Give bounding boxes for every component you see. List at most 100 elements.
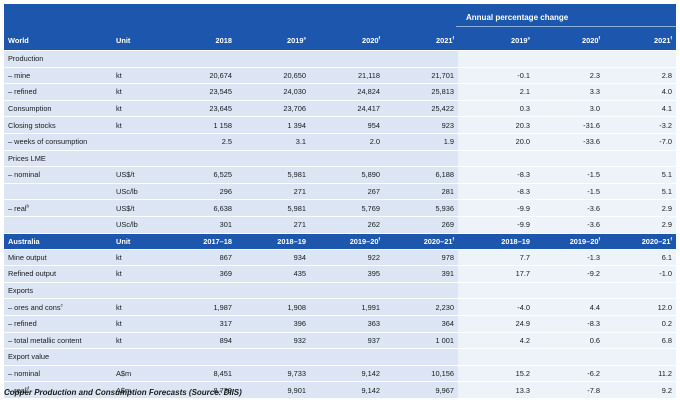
empty-cell (160, 50, 236, 68)
value-cell: 23,706 (236, 100, 310, 118)
table-row: Consumption kt 23,645 23,706 24,417 25,422 0.3… (4, 100, 676, 118)
change-cell: 20.0 (458, 133, 534, 151)
value-cell: 6,525 (160, 166, 236, 184)
empty-cell (458, 50, 534, 68)
table-row: Closing stocks kt 1 158 1 394 954 923 20.3 -31.… (4, 116, 676, 134)
value-cell: 1,991 (310, 298, 384, 316)
unit-cell: USc/lb (104, 183, 160, 201)
empty-cell (160, 150, 236, 168)
change-cell: -4.0 (458, 298, 534, 316)
change-cell: -33.6 (534, 133, 604, 151)
empty-cell (458, 282, 534, 300)
row-label: – realb (4, 199, 104, 217)
unit-header: Unit (104, 31, 160, 51)
unit-cell: US$/t (104, 199, 160, 217)
row-label: – refined (4, 83, 104, 101)
empty-cell (534, 348, 604, 366)
change-cell: 5.1 (604, 166, 676, 184)
footnote-mark: f (670, 35, 672, 41)
table-row: – refined kt 317 396 363 364 24.9 -8.3 0.2 (4, 315, 676, 333)
footnote-mark: b (26, 203, 30, 209)
change-cell: -6.2 (534, 365, 604, 383)
value-cell: 1.9 (384, 133, 458, 151)
year-header: 2018 (160, 31, 236, 51)
change-cell: 7.7 (458, 249, 534, 267)
value-cell: 1,987 (160, 298, 236, 316)
row-label: – reald (4, 381, 104, 399)
change-cell: -31.6 (534, 116, 604, 134)
change-cell: 20.3 (458, 116, 534, 134)
table-row: – nominal A$m 8,451 9,733 9,142 10,156 15.2 -6.… (4, 365, 676, 383)
section-row: Exports (4, 282, 676, 300)
value-cell: 9,142 (310, 381, 384, 399)
value-cell: 23,545 (160, 83, 236, 101)
table-row: USc/lb 301 271 262 269 -9.9 -3.6 2.9 (4, 216, 676, 234)
value-cell: 21,701 (384, 67, 458, 85)
value-cell: 364 (384, 315, 458, 333)
change-cell: 2.9 (604, 216, 676, 234)
value-cell: 937 (310, 332, 384, 350)
row-label: – nominal (4, 166, 104, 184)
value-cell: 24,030 (236, 83, 310, 101)
row-label: Refined output (4, 265, 104, 283)
value-cell: 267 (310, 183, 384, 201)
value-cell: 5,769 (310, 199, 384, 217)
unit-cell: A$m (104, 381, 160, 399)
table-row: – realb US$/t 6,638 5,981 5,769 5,936 -9.9 -3.6… (4, 199, 676, 217)
year-header: 2017–18 (160, 233, 236, 250)
empty-cell (310, 348, 384, 366)
annual-change-heading: Annual percentage change (466, 13, 569, 22)
row-label: – mine (4, 67, 104, 85)
change-cell: 4.2 (458, 332, 534, 350)
empty-cell (534, 282, 604, 300)
year-header: 2020–21f (384, 233, 458, 250)
year-header: 2019s (236, 31, 310, 51)
value-cell: 1 158 (160, 116, 236, 134)
empty-cell (534, 150, 604, 168)
footnote-mark: f (670, 236, 672, 242)
change-cell: 15.2 (458, 365, 534, 383)
world-header-row: World Unit 2018 2019s 2020f 2021f 2019s 2020f 20… (4, 31, 676, 51)
heading-rule (456, 26, 676, 27)
data-table-figure: Annual percentage change World Unit 2018 20… (4, 4, 676, 399)
change-cell: -3.6 (534, 216, 604, 234)
empty-cell (384, 348, 458, 366)
footnote-mark: f (378, 35, 380, 41)
change-cell: -8.3 (458, 183, 534, 201)
value-cell: 435 (236, 265, 310, 283)
change-cell: 4.1 (604, 100, 676, 118)
value-cell: 1 001 (384, 332, 458, 350)
change-year-header: 2019–20f (534, 233, 604, 250)
year-header: 2018–19 (236, 233, 310, 250)
empty-cell (104, 150, 160, 168)
unit-header: Unit (104, 233, 160, 250)
change-cell: 13.3 (458, 381, 534, 399)
empty-cell (384, 50, 458, 68)
empty-cell (310, 50, 384, 68)
empty-cell (104, 50, 160, 68)
value-cell: 10,156 (384, 365, 458, 383)
section-label: Prices LME (4, 150, 104, 168)
unit-cell: kt (104, 315, 160, 333)
empty-cell (604, 50, 676, 68)
empty-cell (310, 150, 384, 168)
change-cell: -7.8 (534, 381, 604, 399)
unit-cell: USc/lb (104, 216, 160, 234)
table-row: Mine output kt 867 934 922 978 7.7 -1.3 6.1 (4, 249, 676, 267)
value-cell: 2,230 (384, 298, 458, 316)
empty-cell (534, 50, 604, 68)
unit-cell: kt (104, 298, 160, 316)
empty-cell (236, 50, 310, 68)
section-row: Production (4, 50, 676, 68)
value-cell: 21,118 (310, 67, 384, 85)
value-cell: 20,674 (160, 67, 236, 85)
table-row: USc/lb 296 271 267 281 -8.3 -1.5 5.1 (4, 183, 676, 201)
footnote-mark: d (26, 385, 30, 391)
section-label: Production (4, 50, 104, 68)
footnote-mark: f (378, 236, 380, 242)
footnote-mark: c (60, 302, 63, 308)
value-cell: 391 (384, 265, 458, 283)
value-cell: 23,645 (160, 100, 236, 118)
unit-cell (104, 133, 160, 151)
change-cell: -9.9 (458, 216, 534, 234)
